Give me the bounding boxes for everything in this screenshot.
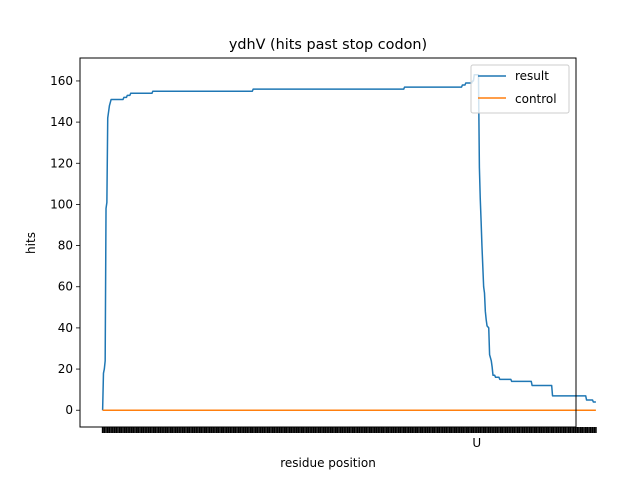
y-tick-label: 120 <box>50 156 73 170</box>
y-tick-label: 80 <box>58 239 73 253</box>
legend: result control <box>470 64 570 114</box>
y-axis-label: hits <box>24 232 38 254</box>
legend-control-label: control <box>515 92 557 106</box>
y-tick-label: 100 <box>50 197 73 211</box>
series-line-result <box>101 74 596 411</box>
y-tick-label: 0 <box>65 403 73 417</box>
axes-frame <box>79 57 577 428</box>
x-axis-label: residue position <box>280 456 376 470</box>
y-tick-label: 60 <box>58 280 73 294</box>
y-axis: 0 20 40 60 80 100 120 140 160 <box>50 74 80 417</box>
x-axis: U <box>101 427 597 450</box>
y-tick-label: 20 <box>58 362 73 376</box>
y-tick-label: 140 <box>50 115 73 129</box>
legend-box <box>470 64 570 114</box>
x-tick-label: U <box>472 436 481 450</box>
legend-result-label: result <box>515 69 549 83</box>
chart-title: ydhV (hits past stop codon) <box>229 37 427 53</box>
y-tick-label: 160 <box>50 74 73 88</box>
y-tick-label: 40 <box>58 321 73 335</box>
series-layer <box>101 74 596 411</box>
